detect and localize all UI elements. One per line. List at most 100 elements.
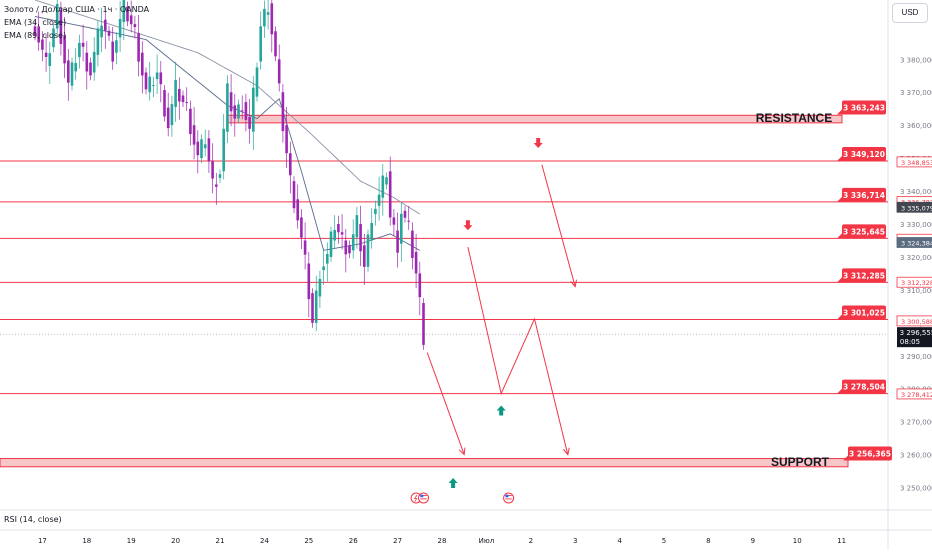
candle-body <box>74 63 77 72</box>
candle-body <box>89 62 92 76</box>
flag-canton <box>505 494 509 498</box>
y-tick-label: 3 290,000 <box>900 353 932 361</box>
zone-label: RESISTANCE <box>756 111 832 125</box>
candle-body <box>418 273 422 298</box>
x-tick-label: 9 <box>751 537 755 545</box>
candle-body <box>174 80 177 108</box>
level-callout-box <box>842 224 886 239</box>
candle-body <box>340 232 344 235</box>
x-tick-label: 10 <box>793 537 802 545</box>
candle-body <box>129 15 133 25</box>
candle-body <box>148 76 151 93</box>
x-tick-label: 24 <box>260 537 269 545</box>
ema34-legend[interactable]: EMA (34, close) <box>4 18 67 27</box>
candle-body <box>133 24 137 28</box>
level-callout-label: 3 301,025 <box>843 308 885 317</box>
x-tick-label: 18 <box>82 537 91 545</box>
y-tick-label: 3 330,000 <box>900 221 932 229</box>
current-price-box <box>897 327 932 348</box>
up-arrow-icon <box>448 477 458 488</box>
candle-body <box>96 28 100 55</box>
candle-body <box>237 104 240 119</box>
candle-body <box>392 217 396 225</box>
level-callout-box <box>842 379 886 394</box>
symbol-title[interactable]: Золото / Доллар США · 1ч · OANDA <box>4 5 150 14</box>
candle-body <box>78 42 81 58</box>
candle-body <box>41 39 44 50</box>
candle-body <box>318 279 322 297</box>
candle-body <box>263 8 266 27</box>
candle-body <box>122 0 126 22</box>
level-callout-box <box>848 446 892 461</box>
candle-body <box>92 51 96 73</box>
candle-body <box>326 253 329 264</box>
candle-body <box>211 161 214 179</box>
candle-body <box>115 40 118 53</box>
currency-button[interactable]: USD <box>892 3 928 23</box>
candle-body <box>422 303 425 345</box>
candle-body <box>81 42 85 47</box>
ema89-legend[interactable]: EMA (89, close) <box>4 31 67 40</box>
level-callout-pointer <box>837 233 848 239</box>
level-callout-pointer <box>837 277 848 283</box>
level-callout: 3 363,243 <box>837 100 886 115</box>
candle-body <box>111 41 114 62</box>
candle-body <box>248 116 251 129</box>
flag-canton <box>420 494 424 498</box>
candle-body <box>244 102 248 120</box>
x-tick-label: 25 <box>304 537 313 545</box>
candle-body <box>196 141 200 156</box>
price-axis-label-box <box>896 237 932 248</box>
price-axis-label-text: 3 300,588 <box>901 318 932 326</box>
candle-body <box>300 217 303 238</box>
candle-body <box>118 18 122 38</box>
candle-body <box>333 229 336 241</box>
level-lines <box>0 160 888 395</box>
up-arrow-icon <box>496 405 506 416</box>
down-arrow-icon <box>463 220 473 231</box>
x-tick-label: 20 <box>171 537 180 545</box>
price-axis-label-box <box>896 156 932 168</box>
candle-body <box>152 84 155 86</box>
x-tick-label: 11 <box>837 537 846 545</box>
candle-body <box>189 108 192 135</box>
event-us-flag-icon <box>418 492 429 504</box>
candle-body <box>366 234 370 267</box>
candle-body <box>403 210 407 218</box>
price-axis-label-text: 3 278,412 <box>901 391 932 399</box>
level-callout: 3 325,645 <box>837 224 886 239</box>
candle-body <box>141 52 144 76</box>
candle-body <box>170 104 174 126</box>
price-axis-label-box <box>896 315 932 327</box>
ema89-line <box>34 0 421 215</box>
candle-body <box>63 35 66 64</box>
projection-line <box>467 246 569 455</box>
candle-body <box>311 293 314 323</box>
candle-body <box>407 220 410 222</box>
x-tick-label: 28 <box>438 537 447 545</box>
rsi-legend[interactable]: RSI (14, close) <box>4 515 62 524</box>
y-tick-label: 3 380,000 <box>900 56 932 64</box>
candle-body <box>322 266 325 271</box>
x-tick-label: 4 <box>617 537 622 545</box>
price-axis-label: 3 348,853 <box>896 156 932 168</box>
candle-body <box>240 110 244 112</box>
candle-body <box>255 67 259 97</box>
candle-body <box>363 245 366 267</box>
price-axis-label-text: 3 324,384 <box>901 239 932 247</box>
candle-body <box>296 199 299 221</box>
candle-body <box>377 194 381 206</box>
x-tick-label: 19 <box>127 537 136 545</box>
level-callout: 3 256,365 <box>843 446 892 461</box>
candle-body <box>166 107 170 129</box>
candle-body <box>218 174 222 178</box>
zone-label: SUPPORT <box>771 455 830 469</box>
projection-arrowhead <box>562 447 570 456</box>
level-callout-pointer <box>837 314 848 320</box>
zone-support <box>0 458 849 468</box>
candle-body <box>274 31 277 57</box>
event-us-flag-icon <box>503 492 515 504</box>
candle-body <box>144 72 148 90</box>
